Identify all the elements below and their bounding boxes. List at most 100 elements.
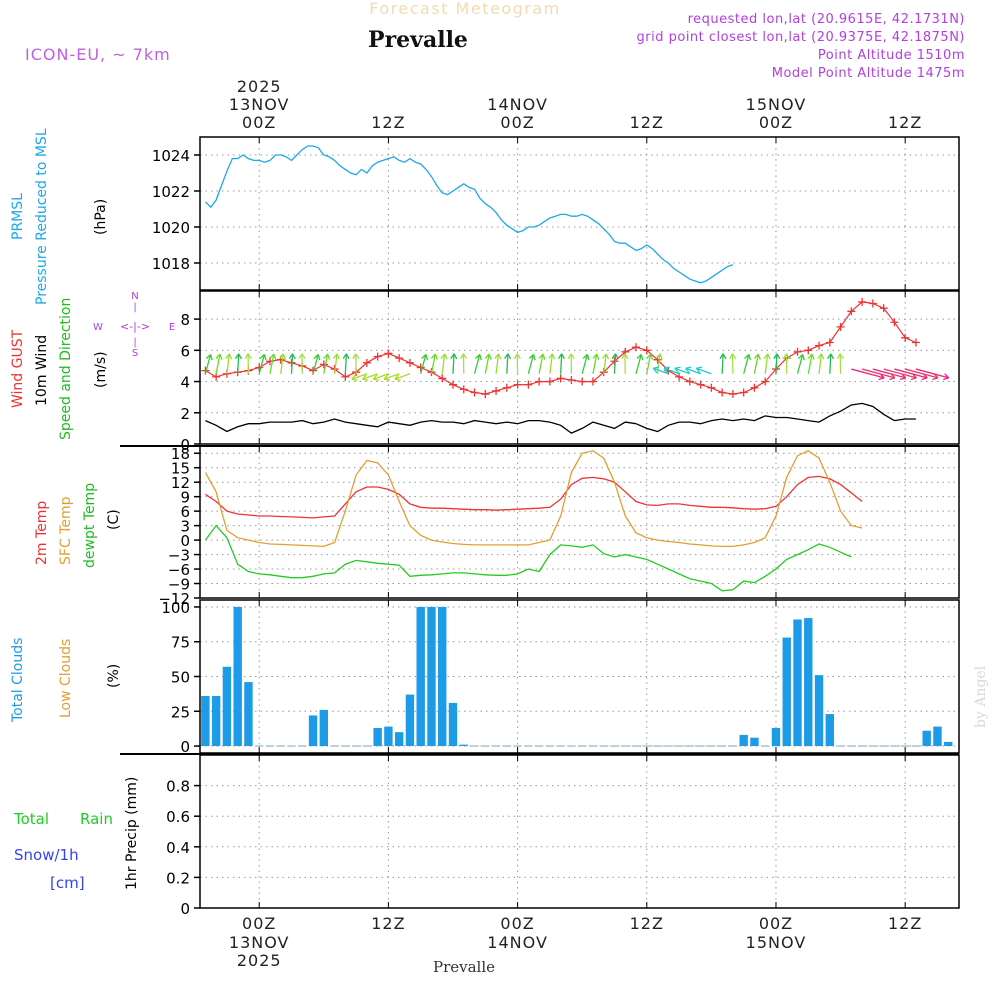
gust-marker — [793, 347, 802, 356]
wind-arrow-head — [548, 353, 556, 360]
cloud-bar — [771, 727, 781, 747]
cloud-bar — [944, 741, 953, 747]
gust-marker — [438, 374, 447, 383]
gust-marker — [707, 383, 716, 392]
cloud-bar — [244, 682, 253, 747]
wind-arrow-head — [942, 373, 950, 381]
cloud-bar — [405, 694, 415, 747]
wind-arrow-head — [798, 353, 805, 361]
wind-arrow-head — [205, 353, 213, 361]
wind-arrow-head — [729, 353, 737, 360]
gust-marker — [449, 380, 457, 389]
cloud-bar — [782, 637, 791, 747]
wind-arrow-head — [817, 353, 825, 360]
y-tick-label: 0.6 — [166, 808, 190, 826]
temp-sfc-line — [204, 450, 863, 548]
wind-arrow — [603, 353, 607, 374]
top-date-label: 14NOV — [487, 95, 548, 114]
gust-marker — [567, 375, 576, 384]
y-tick-label: 6 — [180, 503, 190, 521]
bottom-date-label: 13NOV — [229, 933, 290, 952]
wind-arrow — [362, 373, 378, 380]
gust-marker — [341, 372, 350, 381]
wind-arrow — [383, 373, 400, 380]
gust-marker — [728, 390, 737, 399]
wind-arrow-head — [557, 353, 566, 360]
wind-arrow-head — [602, 353, 610, 360]
wind-arrow-head — [655, 353, 663, 360]
y-tick-label: −9 — [168, 576, 190, 594]
gust-marker — [578, 377, 587, 386]
cloud-bar — [308, 715, 318, 747]
gust-marker — [642, 346, 651, 355]
compass-arrows: <-|-> — [120, 320, 150, 333]
cloud-bar — [825, 714, 835, 747]
wind-arrow-head — [621, 353, 629, 360]
wind-arrow-head — [383, 374, 390, 381]
wind-arrow — [226, 353, 230, 374]
pressure-line — [204, 145, 734, 284]
low-clouds-label: Low Clouds — [58, 639, 74, 718]
gust-marker — [750, 383, 759, 392]
wind-arrow-head — [298, 353, 306, 360]
gust-marker — [858, 297, 867, 306]
pressure-label-1: PRMSL — [10, 193, 26, 240]
compass-n: N — [131, 291, 138, 302]
gust-marker — [362, 358, 371, 367]
wind-arrow — [373, 373, 389, 380]
gust-marker — [825, 338, 834, 347]
pressure-unit: (hPa) — [93, 199, 109, 235]
wind-arrow — [674, 367, 691, 375]
cloud-bar — [319, 709, 329, 747]
cloud-bar — [933, 726, 942, 747]
cloud-bar — [804, 618, 813, 747]
gust-marker — [513, 380, 522, 389]
temp-sfc-label: SFC Temp — [58, 496, 74, 565]
bottom-time-label: 12Z — [371, 914, 405, 933]
gust-marker — [696, 380, 705, 389]
wind-arrow — [581, 354, 588, 374]
bottom-time-label: 00Z — [759, 914, 793, 933]
wind-arrow — [506, 353, 509, 374]
wind-arrow — [818, 353, 823, 374]
wind-arrow-head — [459, 353, 468, 360]
wind-arrow — [452, 353, 455, 374]
gust-marker — [879, 304, 888, 313]
wind-arrow — [883, 368, 917, 379]
requested-coords: requested lon,lat (20.9615E, 42.1731N) — [688, 12, 965, 27]
wind-arrow — [764, 353, 769, 374]
gust-marker — [675, 372, 684, 381]
pressure-label-2: Pressure Reduced to MSL — [34, 128, 50, 305]
cloud-bar — [750, 737, 759, 747]
wind-arrow — [775, 353, 778, 374]
cloud-bar — [416, 606, 425, 747]
top-time-label: 00Z — [242, 113, 276, 132]
wind-arrow — [280, 353, 284, 374]
wind-arrow-head — [763, 353, 771, 360]
wind-arrow — [237, 353, 240, 374]
cloud-bar — [384, 726, 393, 747]
panel-frame — [199, 136, 960, 291]
gust-marker — [815, 341, 824, 350]
svg-text:|: | — [133, 337, 136, 348]
point-altitude: Point Altitude 1510m — [818, 48, 965, 63]
bottom-year-label: 2025 — [237, 951, 282, 970]
y-tick-label: 75 — [171, 634, 190, 652]
gust-marker — [373, 352, 382, 361]
wind-unit: (m/s) — [93, 351, 109, 388]
faded-title: Forecast Meteogram — [369, 0, 560, 18]
cloud-bar — [814, 675, 824, 747]
wind-arrow — [312, 354, 319, 374]
wind-arrow-head — [504, 353, 512, 360]
gridpoint-coords: grid point closest lon,lat (20.9375E, 42… — [637, 30, 965, 45]
wind-arrow-head — [279, 353, 287, 360]
wind-arrow-head — [674, 366, 681, 374]
wind-arrow-head — [836, 353, 844, 360]
y-tick-label: 15 — [171, 460, 190, 478]
wind-arrow-head — [582, 353, 590, 361]
wind-arrow-head — [782, 353, 791, 360]
cloud-bar — [438, 606, 447, 747]
wind-arrow — [473, 354, 481, 374]
gust-marker — [588, 377, 597, 386]
